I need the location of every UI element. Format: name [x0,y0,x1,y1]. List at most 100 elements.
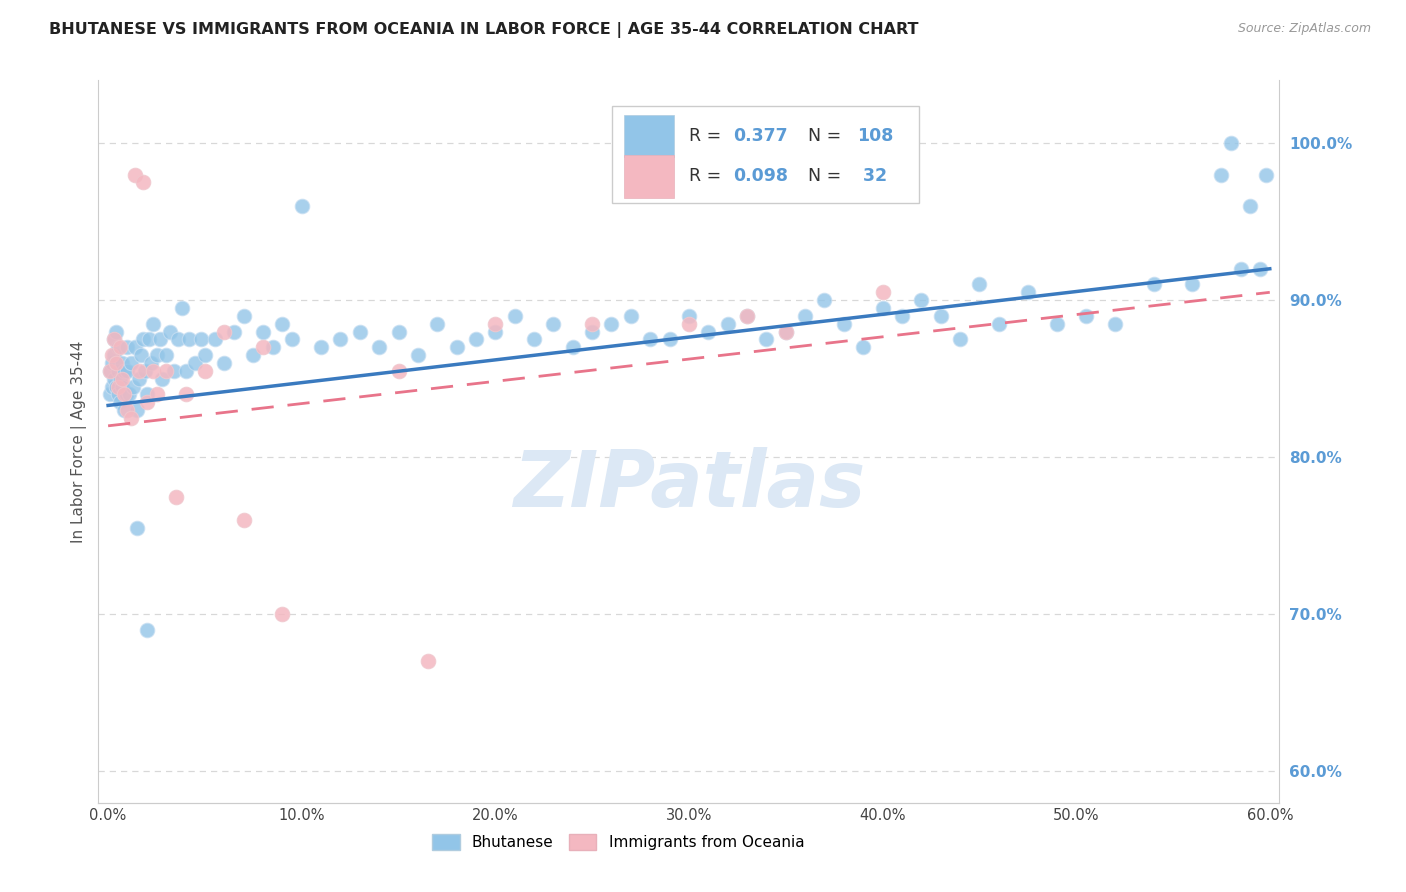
Point [112,387,135,401]
Point [184,356,207,370]
Point [103,333,125,347]
Point [929,309,952,323]
Point [163,364,186,378]
Point [107,340,129,354]
Point [166,333,188,347]
Point [484,325,506,339]
Point [98,364,121,378]
Point [103,333,125,347]
Point [138,333,160,347]
Point [581,325,603,339]
Point [127,403,149,417]
Point [620,309,643,323]
Point [104,356,127,370]
Point [503,309,526,323]
Text: N =: N = [808,168,846,186]
Point [1220,136,1243,150]
Point [658,333,681,347]
Point [107,387,129,401]
Point [118,387,141,401]
Point [697,325,720,339]
Point [678,309,700,323]
Point [252,340,274,354]
Point [232,309,254,323]
Point [129,348,152,362]
Point [349,325,371,339]
Point [127,521,149,535]
Point [638,333,661,347]
Point [910,293,932,308]
Point [329,333,352,347]
Point [755,333,778,347]
Point [890,309,912,323]
Point [101,348,124,362]
Point [281,333,304,347]
Point [108,372,131,386]
Point [159,325,181,339]
Point [242,348,264,362]
Legend: Bhutanese, Immigrants from Oceania: Bhutanese, Immigrants from Oceania [426,829,810,856]
Point [1017,285,1039,300]
FancyBboxPatch shape [612,105,920,203]
Point [174,387,197,401]
Point [112,364,135,378]
Point [523,333,546,347]
Point [465,333,488,347]
Point [416,655,439,669]
Point [581,317,603,331]
Point [1074,309,1097,323]
Text: 0.377: 0.377 [733,127,787,145]
Text: 32: 32 [856,168,887,186]
Point [103,372,125,386]
Text: R =: R = [689,168,727,186]
Point [813,293,835,308]
Text: Source: ZipAtlas.com: Source: ZipAtlas.com [1237,22,1371,36]
Point [949,333,972,347]
Point [1046,317,1069,331]
Point [104,379,127,393]
Point [794,309,817,323]
Point [872,285,894,300]
Point [271,607,294,622]
Point [155,364,177,378]
Point [111,356,134,370]
Text: BHUTANESE VS IMMIGRANTS FROM OCEANIA IN LABOR FORCE | AGE 35-44 CORRELATION CHAR: BHUTANESE VS IMMIGRANTS FROM OCEANIA IN … [49,22,918,38]
Point [135,387,157,401]
Point [135,395,157,409]
Point [114,387,136,401]
Point [101,379,124,393]
Point [271,317,294,331]
Point [128,372,150,386]
Point [387,325,409,339]
Point [543,317,565,331]
Point [1104,317,1126,331]
Point [134,364,156,378]
Point [117,403,139,417]
Point [262,340,284,354]
Point [561,340,583,354]
Point [124,340,146,354]
Point [222,325,245,339]
Point [426,317,449,331]
Point [142,364,165,378]
Text: ZIPatlas: ZIPatlas [513,447,865,523]
Point [735,309,758,323]
Point [98,364,121,378]
Point [1239,199,1261,213]
Text: N =: N = [808,127,846,145]
Text: 108: 108 [856,127,893,145]
FancyBboxPatch shape [624,155,673,198]
Point [112,403,135,417]
Point [852,340,875,354]
Point [214,325,236,339]
Point [969,277,991,292]
Point [484,317,506,331]
Point [104,325,127,339]
Point [111,372,134,386]
Point [1211,168,1233,182]
Point [406,348,429,362]
Point [111,379,134,393]
Point [291,199,314,213]
Point [832,317,855,331]
Point [678,317,700,331]
